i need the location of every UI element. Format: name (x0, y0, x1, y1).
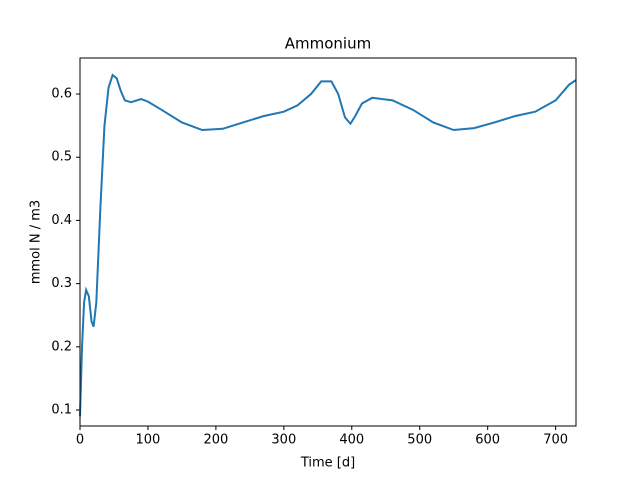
x-tick-label: 600 (475, 433, 500, 448)
data-line (79, 73, 577, 417)
y-tick-label: 0.6 (51, 87, 72, 102)
x-tick-label: 0 (76, 433, 84, 448)
y-tick-label: 0.5 (51, 150, 72, 165)
y-tick-label: 0.2 (51, 339, 72, 354)
y-tick-label: 0.4 (51, 213, 72, 228)
x-tick-label: 100 (136, 433, 161, 448)
x-tick-label: 400 (339, 433, 364, 448)
x-tick-label: 500 (407, 433, 432, 448)
y-axis-label: mmol N / m3 (29, 200, 44, 284)
chart-title: Ammonium (285, 35, 371, 53)
plot-frame (79, 57, 577, 427)
x-tick-label: 300 (271, 433, 296, 448)
x-tick-label: 200 (203, 433, 228, 448)
x-tick-label: 700 (543, 433, 568, 448)
y-tick-label: 0.3 (51, 276, 72, 291)
y-tick-label: 0.1 (51, 403, 72, 418)
x-axis-label: Time [d] (300, 456, 355, 471)
